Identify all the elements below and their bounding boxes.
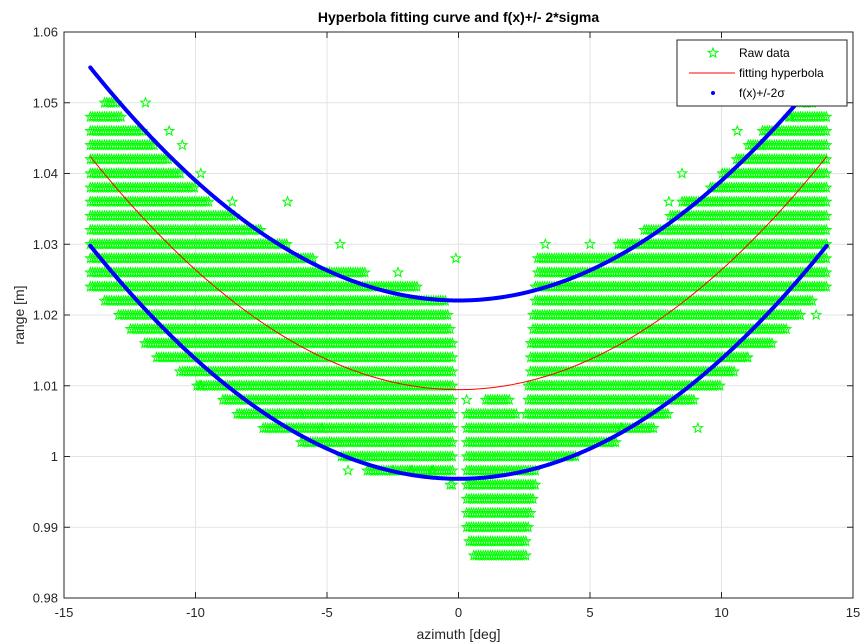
raw-data-point bbox=[510, 407, 523, 420]
raw-data-point bbox=[524, 506, 537, 519]
raw-data-point bbox=[446, 336, 459, 349]
raw-data-point bbox=[441, 308, 454, 321]
y-tick-label: 1.04 bbox=[33, 166, 58, 181]
x-axis-label: azimuth [deg] bbox=[416, 626, 500, 642]
raw-data-point bbox=[410, 280, 424, 292]
raw-data-point bbox=[519, 534, 532, 547]
y-tick-label: 1.02 bbox=[33, 308, 58, 323]
raw-data-point bbox=[446, 351, 459, 363]
y-tick-label: 1 bbox=[51, 449, 58, 464]
raw-data-point bbox=[519, 549, 532, 561]
raw-data-point bbox=[446, 450, 459, 462]
raw-data-point bbox=[529, 478, 542, 491]
raw-data-point bbox=[609, 435, 622, 448]
raw-data-point bbox=[188, 181, 201, 193]
y-tick-label: 0.99 bbox=[33, 520, 58, 535]
raw-data-point bbox=[446, 393, 459, 406]
y-tick-label: 1.03 bbox=[33, 237, 58, 252]
y-tick-label: 1.06 bbox=[33, 25, 58, 40]
y-tick-label: 0.98 bbox=[33, 591, 58, 606]
y-tick-label: 1.05 bbox=[33, 95, 58, 110]
raw-data-point bbox=[460, 393, 473, 406]
x-tick-label: 15 bbox=[846, 605, 860, 620]
legend-fit-label: fitting hyperbola bbox=[739, 66, 824, 80]
raw-data-point bbox=[114, 110, 128, 123]
x-tick-label: 0 bbox=[455, 605, 462, 620]
raw-data-point bbox=[446, 464, 459, 476]
raw-data-point bbox=[446, 478, 459, 491]
raw-data-series bbox=[84, 96, 833, 561]
x-tick-label: -10 bbox=[186, 605, 205, 620]
raw-data-point bbox=[647, 421, 660, 434]
legend-raw-label: Raw data bbox=[739, 46, 790, 60]
legend: Raw data fitting hyperbola f(x)+/-2σ bbox=[676, 39, 848, 107]
x-tick-label: 5 bbox=[586, 605, 593, 620]
raw-data-point bbox=[446, 435, 459, 448]
raw-data-point bbox=[526, 492, 540, 505]
raw-data-point bbox=[446, 365, 459, 377]
raw-data-point bbox=[503, 393, 516, 406]
raw-data-point bbox=[202, 195, 215, 208]
raw-data-point bbox=[446, 407, 459, 420]
raw-data-point bbox=[446, 379, 459, 391]
legend-bounds-label: f(x)+/-2σ bbox=[739, 86, 785, 100]
raw-data-point bbox=[443, 322, 457, 335]
raw-data-point bbox=[306, 251, 319, 264]
y-tick-label: 1.01 bbox=[33, 378, 58, 393]
raw-data-point bbox=[280, 237, 293, 250]
raw-data-point bbox=[522, 520, 535, 533]
x-tick-label: -5 bbox=[321, 605, 333, 620]
chart-title: Hyperbola fitting curve and f(x)+/- 2*si… bbox=[318, 9, 599, 25]
plot-content bbox=[84, 65, 833, 561]
y-axis-label: range [m] bbox=[11, 285, 27, 344]
legend-bounds-marker bbox=[711, 91, 715, 95]
raw-data-point bbox=[358, 266, 371, 278]
raw-data-point bbox=[446, 421, 459, 434]
x-tick-label: 10 bbox=[714, 605, 728, 620]
x-tick-label: -15 bbox=[55, 605, 74, 620]
